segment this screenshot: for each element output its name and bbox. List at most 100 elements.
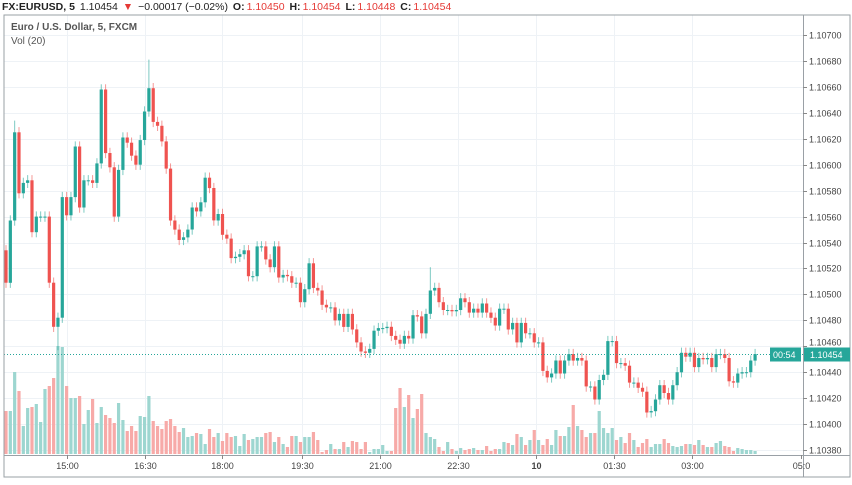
volume-bar bbox=[428, 437, 432, 454]
candle bbox=[13, 120, 17, 226]
volume-bar bbox=[194, 433, 199, 454]
candle-body bbox=[43, 216, 47, 218]
time-axis[interactable]: 15:00 16:30 18:00 19:30 21:00 22:30 10 01:30 03:… bbox=[56, 455, 810, 471]
volume-bar bbox=[424, 433, 428, 454]
candle-body bbox=[251, 276, 255, 278]
volume-bar bbox=[177, 432, 181, 454]
candle-body bbox=[329, 307, 333, 309]
last-price-badge-text: 1.10454 bbox=[810, 350, 843, 360]
candle-body bbox=[528, 333, 532, 335]
volume-bar bbox=[216, 433, 220, 454]
candle-body bbox=[511, 322, 515, 330]
candle-body bbox=[584, 360, 588, 387]
volume-bar bbox=[142, 417, 147, 454]
candle bbox=[588, 381, 593, 392]
volume-bar bbox=[203, 444, 207, 454]
candle-body bbox=[316, 287, 320, 291]
candle-body bbox=[73, 146, 77, 198]
candle-body bbox=[121, 137, 125, 170]
candle bbox=[640, 382, 645, 397]
candle bbox=[731, 376, 736, 388]
volume-bar bbox=[255, 437, 259, 454]
volume-bar bbox=[329, 444, 333, 454]
candle bbox=[264, 241, 268, 265]
candle bbox=[21, 177, 25, 199]
volume-bar bbox=[52, 378, 56, 454]
volume-bar bbox=[99, 407, 103, 454]
series-title[interactable]: Euro / U.S. Dollar, 5, FXCM bbox=[11, 22, 138, 33]
candle bbox=[524, 317, 528, 339]
volume-bar bbox=[138, 416, 142, 454]
candle bbox=[78, 141, 82, 213]
candle bbox=[207, 172, 212, 194]
volume-bar bbox=[463, 450, 467, 454]
candle-body bbox=[749, 360, 753, 373]
volume-bar bbox=[108, 418, 112, 454]
volume-bar bbox=[536, 440, 541, 454]
open-label: O: bbox=[232, 1, 245, 13]
candle-body bbox=[320, 290, 324, 305]
candle-body bbox=[108, 153, 112, 168]
candle-body bbox=[489, 312, 493, 318]
candle bbox=[671, 380, 675, 405]
volume-bar bbox=[346, 447, 350, 454]
candle bbox=[359, 337, 363, 357]
volume-bar bbox=[593, 433, 597, 454]
price-tick-label: 1.10440 bbox=[809, 368, 842, 378]
price-tick-label: 1.10420 bbox=[809, 394, 842, 404]
candle bbox=[536, 337, 541, 348]
candle-body bbox=[194, 207, 199, 212]
candle-body bbox=[402, 335, 406, 344]
volume-bar bbox=[744, 450, 749, 454]
candle bbox=[519, 317, 523, 348]
candle-body bbox=[30, 180, 34, 233]
volume-bar bbox=[168, 419, 173, 454]
volume-bar bbox=[740, 449, 744, 454]
candle-body bbox=[398, 339, 402, 344]
candle-body bbox=[697, 358, 701, 368]
candle bbox=[697, 352, 701, 373]
candle bbox=[718, 348, 723, 360]
volume-bar bbox=[121, 420, 125, 454]
volume-bar bbox=[316, 440, 320, 454]
candle bbox=[216, 208, 220, 226]
candle-body bbox=[212, 188, 216, 221]
candle bbox=[619, 358, 623, 369]
volume-bar bbox=[298, 442, 303, 454]
volume-bar bbox=[56, 346, 60, 454]
volume-bar bbox=[95, 423, 99, 454]
candle bbox=[446, 304, 450, 316]
candle bbox=[346, 308, 350, 332]
candle-body bbox=[350, 313, 354, 330]
candle-body bbox=[268, 259, 272, 268]
volume-bar bbox=[86, 410, 90, 454]
price-tick-label: 1.10540 bbox=[809, 239, 842, 249]
volume-bar bbox=[112, 423, 116, 454]
candle bbox=[147, 59, 151, 117]
volume-indicator-label[interactable]: Vol (20) bbox=[11, 36, 46, 47]
time-tick-label: 10 bbox=[531, 461, 541, 471]
volume-bar bbox=[640, 443, 645, 454]
price-axis[interactable]: 1.10700 1.10680 1.10660 1.10640 1.10620 1.106… bbox=[803, 31, 842, 456]
volume-bar bbox=[731, 451, 736, 454]
candle bbox=[415, 310, 419, 322]
volume-bar bbox=[658, 444, 662, 454]
volume-bar bbox=[411, 418, 415, 454]
volume-bar bbox=[736, 448, 740, 454]
volume-bar bbox=[277, 437, 281, 454]
candle bbox=[666, 387, 671, 405]
volume-bar bbox=[82, 424, 86, 454]
volume-bar bbox=[614, 440, 619, 454]
candle bbox=[142, 106, 147, 146]
symbol-label[interactable]: FX:EURUSD, 5 bbox=[2, 1, 75, 13]
volume-bar bbox=[147, 396, 151, 454]
volume-bar bbox=[34, 404, 38, 454]
volume-bar bbox=[688, 444, 692, 454]
candle-body bbox=[718, 354, 723, 356]
volume-bar bbox=[532, 430, 536, 454]
volume-bar bbox=[73, 398, 77, 454]
candle-body bbox=[229, 238, 233, 259]
candle-body bbox=[472, 308, 476, 313]
price-tick-label: 1.10680 bbox=[809, 57, 842, 67]
